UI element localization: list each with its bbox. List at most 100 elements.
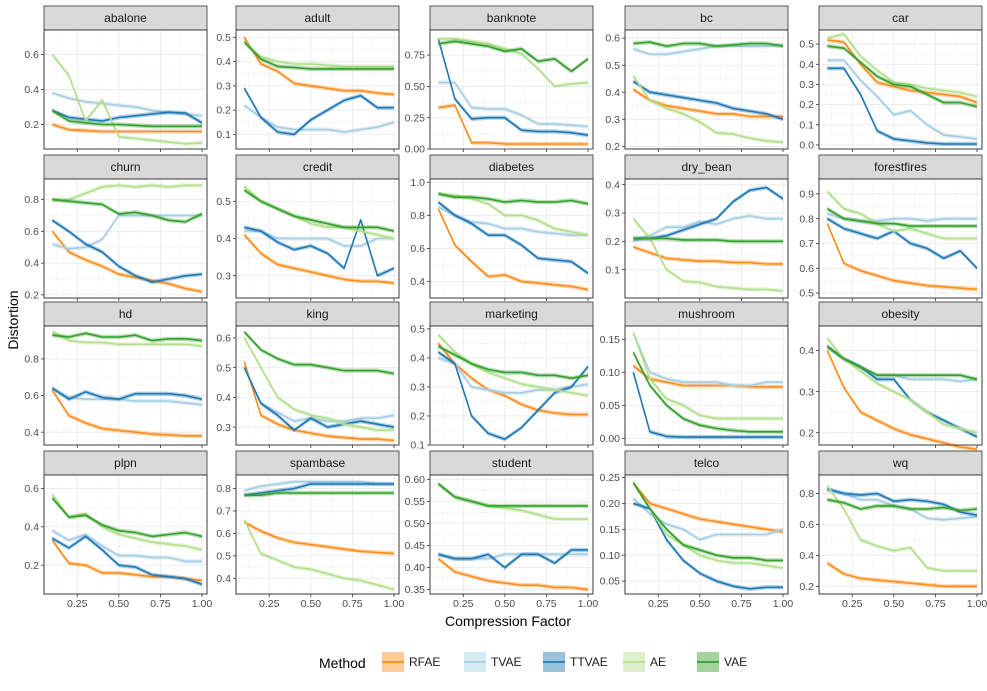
- y-tick-label: 0.1: [605, 264, 620, 276]
- series-line-RFAE: [243, 361, 395, 442]
- y-tick-label: 0.4: [410, 276, 425, 288]
- facet-panels: abalone 0.2 0.4 0.6 adult 0.1 0.2 0.3 0.4 0.5 bank…: [24, 5, 987, 610]
- facet-panel-obesity: obesity 0.2 0.3 0.4: [799, 301, 983, 452]
- series-line-RFAE: [52, 123, 202, 133]
- plot-area: [43, 178, 208, 299]
- y-tick-label: 0.25: [600, 472, 621, 484]
- series-line-AE: [632, 332, 783, 420]
- y-tick-label: 0.2: [799, 427, 814, 439]
- y-tick-label: 0.10: [600, 367, 621, 379]
- y-tick-label: 0.5: [605, 60, 620, 72]
- legend-label: RFAE: [409, 655, 440, 669]
- series-line-TVAE: [438, 81, 589, 128]
- x-tick-label: 0.75: [925, 598, 946, 610]
- series-line-AE: [51, 493, 203, 551]
- series-line-AE: [243, 337, 394, 431]
- y-tick-label: 0.6: [24, 226, 39, 238]
- series-line-AE: [243, 41, 394, 68]
- legend-item-TVAE: TVAE: [464, 652, 521, 672]
- x-tick-label: 0.25: [648, 598, 669, 610]
- series-line-VAE: [632, 352, 783, 433]
- legend-item-TTVAE: TTVAE: [543, 652, 608, 672]
- ribbon-AE: [633, 216, 783, 294]
- facet-strip: [429, 154, 594, 180]
- series-line-RFAE: [827, 39, 978, 104]
- series-line-AE: [437, 334, 589, 397]
- ribbon-RFAE: [438, 103, 588, 147]
- x-tick-label: 1.00: [578, 598, 599, 610]
- ribbon-TTVAE: [244, 86, 394, 137]
- facet-panel-adult: adult 0.1 0.2 0.3 0.4 0.5: [216, 5, 400, 152]
- series-line-TTVAE: [243, 367, 395, 431]
- series-line-RFAE: [243, 521, 395, 555]
- plot-area: [235, 325, 400, 446]
- series-line-RFAE: [51, 230, 203, 293]
- series-line-TTVAE: [827, 67, 977, 145]
- ribbon-VAE: [827, 344, 977, 382]
- y-tick-label: 0.05: [600, 400, 621, 412]
- series-line-TVAE: [244, 480, 394, 492]
- y-tick-label: 0.60: [405, 474, 426, 486]
- ribbon-AE: [438, 481, 588, 522]
- y-tick-label: 0.5: [216, 550, 231, 562]
- series-line-AE: [826, 337, 978, 434]
- series-line-TTVAE: [633, 502, 783, 590]
- series-line-RFAE: [632, 482, 784, 533]
- series-line-VAE: [827, 45, 978, 108]
- x-tick-label: 0.50: [884, 598, 905, 610]
- ribbon-RFAE: [633, 244, 783, 267]
- ribbon-VAE: [827, 206, 977, 229]
- legend-label: TVAE: [491, 655, 521, 669]
- plot-border: [624, 178, 789, 299]
- facet-panel-credit: credit 0.3 0.4 0.5: [216, 154, 400, 301]
- ribbon-VAE: [244, 188, 394, 234]
- series-line-AE: [826, 485, 977, 572]
- x-tick-label: 0.75: [342, 598, 363, 610]
- ribbon-VAE: [244, 40, 394, 71]
- y-tick-label: 0.75: [405, 50, 426, 62]
- y-tick-label: 0.15: [600, 524, 621, 536]
- y-tick-label: 0.3: [605, 114, 620, 126]
- facet-strip: [624, 450, 789, 476]
- series-line-TVAE: [51, 530, 202, 563]
- y-tick-label: 0.4: [799, 345, 814, 357]
- series-line-TVAE: [243, 367, 395, 422]
- y-tick-label: 0.2: [410, 411, 425, 423]
- y-tick-label: 0.4: [799, 550, 814, 562]
- y-tick-label: 0.4: [24, 84, 39, 96]
- plot-border: [235, 29, 400, 150]
- y-tick-label: 0.3: [410, 382, 425, 394]
- x-tick-label: 0.75: [150, 598, 171, 610]
- series-line-TTVAE: [633, 186, 784, 240]
- y-tick-label: 0.6: [410, 243, 425, 255]
- facet-title: credit: [303, 160, 333, 174]
- facet-title: student: [492, 456, 532, 470]
- series-line-AE: [438, 38, 589, 88]
- y-tick-label: 0.20: [600, 498, 621, 510]
- ribbon-RFAE: [52, 387, 202, 438]
- y-tick-label: 0.3: [799, 79, 814, 91]
- y-tick-label: 0.10: [600, 550, 621, 562]
- plot-border: [818, 474, 983, 595]
- ribbon-VAE: [52, 495, 202, 539]
- ribbon-TVAE: [438, 80, 588, 129]
- ribbon-TTVAE: [633, 501, 783, 591]
- y-tick-label: 0.6: [605, 33, 620, 45]
- y-tick-label: 0.3: [216, 270, 231, 282]
- facet-strip: [43, 450, 208, 476]
- y-tick-label: 0.7: [799, 238, 814, 250]
- facet-panel-banknote: banknote 0.00 0.25 0.50 0.75: [405, 5, 594, 156]
- x-tick-label: 0.25: [842, 598, 863, 610]
- series-line-AE: [52, 184, 202, 201]
- facet-strip: [43, 301, 208, 327]
- y-tick-label: 0.4: [216, 392, 231, 404]
- facet-strip: [43, 5, 208, 31]
- y-tick-label: 0.4: [605, 87, 620, 99]
- facet-title: churn: [110, 160, 140, 174]
- plot-border: [43, 325, 208, 446]
- ribbon-RFAE: [827, 348, 977, 452]
- y-tick-label: 0.2: [24, 289, 39, 301]
- y-axis-title: Distortion: [5, 290, 21, 349]
- series-line-TTVAE: [51, 387, 203, 400]
